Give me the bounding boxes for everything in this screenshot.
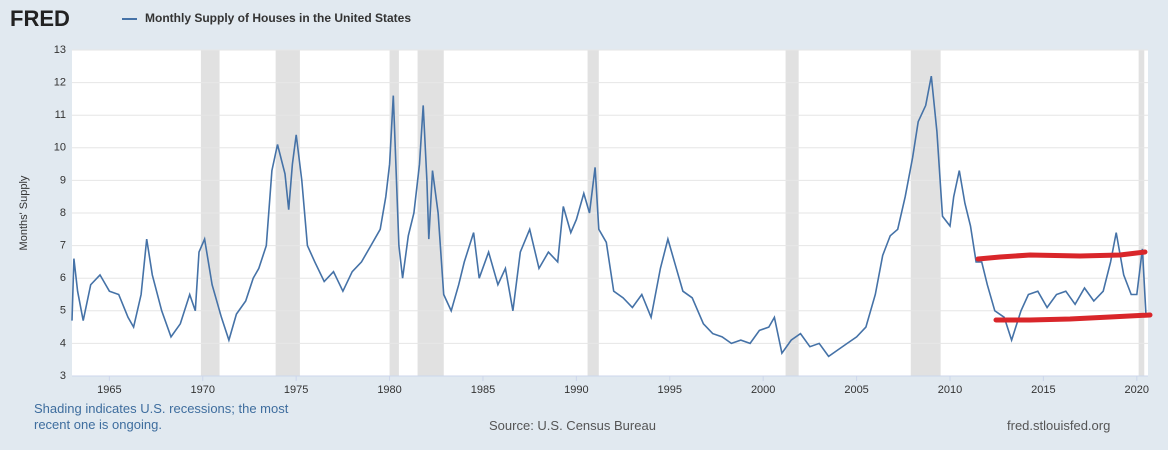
- y-tick-label: 8: [60, 207, 66, 219]
- y-tick-label: 6: [60, 272, 66, 284]
- y-tick-label: 11: [55, 109, 66, 121]
- y-axis-label: Months' Supply: [18, 175, 30, 250]
- site: fred.stlouisfed.org: [1007, 418, 1111, 433]
- y-tick-label: 10: [54, 142, 66, 154]
- x-tick-label: 1970: [191, 384, 215, 396]
- y-tick-label: 7: [60, 240, 66, 252]
- x-tick-label: 1980: [377, 384, 401, 396]
- x-tick-label: 2015: [1031, 384, 1055, 396]
- x-tick-label: 2005: [844, 384, 868, 396]
- y-tick-label: 13: [54, 44, 66, 56]
- y-tick-label: 9: [60, 174, 66, 186]
- legend-label: Monthly Supply of Houses in the United S…: [145, 11, 411, 25]
- x-tick-label: 1995: [658, 384, 682, 396]
- x-tick-label: 2010: [938, 384, 962, 396]
- note: Shading indicates U.S. recessions; the m…: [34, 401, 289, 432]
- x-tick-label: 1965: [97, 384, 121, 396]
- x-tick-label: 2020: [1125, 384, 1149, 396]
- y-tick-label: 12: [54, 77, 66, 89]
- x-tick-label: 2000: [751, 384, 775, 396]
- annotation-stroke: [993, 312, 1153, 323]
- annotation-stroke: [975, 249, 1148, 262]
- y-tick-label: 4: [60, 337, 66, 349]
- series-line: [71, 75, 1147, 358]
- x-tick-label: 1985: [471, 384, 495, 396]
- source: Source: U.S. Census Bureau: [489, 418, 656, 433]
- x-tick-label: 1990: [564, 384, 588, 396]
- x-tick-label: 1975: [284, 384, 308, 396]
- y-tick-label: 5: [60, 305, 66, 317]
- logo: FRED: [10, 6, 70, 31]
- y-tick-label: 3: [60, 370, 66, 382]
